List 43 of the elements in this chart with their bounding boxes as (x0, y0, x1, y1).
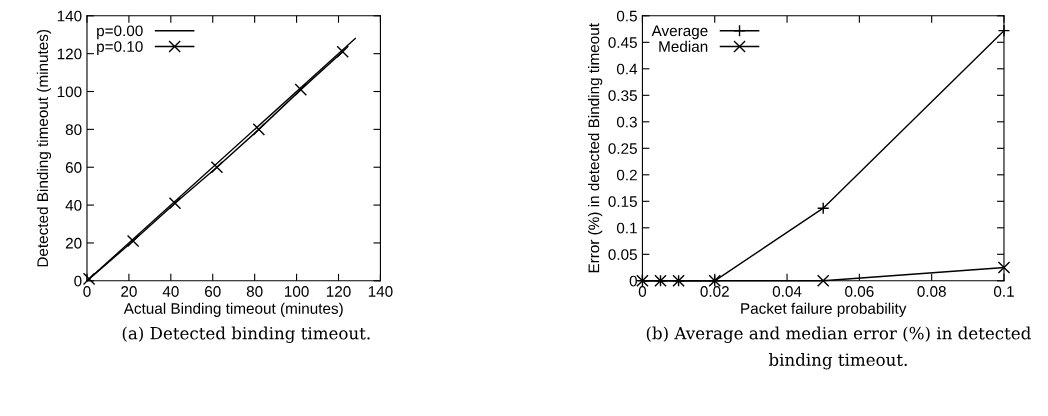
y-tick-label: 80 (65, 124, 82, 136)
y-axis-title: Error (%) in detected Binding timeout (588, 23, 603, 273)
legend-label: Average (651, 25, 708, 40)
y-tick-label: 0.3 (616, 116, 637, 128)
y-tick-label: 0.25 (608, 143, 637, 154)
y-tick-label: 0.5 (616, 10, 637, 22)
x-tick-label: 100 (285, 286, 309, 297)
text: (a) Detected binding timeout. (122, 326, 370, 343)
legend-label: p=0.10 (97, 41, 143, 55)
y-tick-label: 0.05 (608, 249, 637, 260)
y-axis-title: Detected Binding timeout (minutes) (36, 29, 52, 267)
y-tick-label: 20 (65, 237, 82, 249)
x-tick-label: 0.1 (993, 286, 1014, 297)
y-tick-label: 120 (57, 48, 82, 60)
x-tick-label: 60 (205, 286, 221, 297)
x-tick-label: 0 (83, 286, 91, 297)
y-tick-label: 0 (629, 275, 637, 287)
text: (b) Average and median error (%) in detected binding timeout. (646, 326, 1031, 370)
x-tick-label: 120 (326, 286, 351, 297)
y-tick-label: 100 (57, 86, 82, 98)
x-tick-label: 0.06 (845, 286, 874, 297)
y-tick-label: 0.45 (608, 37, 637, 48)
y-tick-label: 40 (65, 199, 82, 211)
x-tick-label: 0 (638, 286, 647, 297)
x-tick-label: 0.04 (772, 286, 802, 297)
x-tick-label: 20 (121, 286, 137, 297)
x-axis-title: Actual Binding timeout (minutes) (123, 302, 343, 317)
y-tick-label: 0.2 (616, 169, 637, 181)
x-tick-label: 40 (162, 286, 179, 297)
x-tick-label: 140 (368, 286, 393, 297)
y-tick-label: 0.15 (608, 196, 637, 207)
y-tick-label: 0.1 (616, 222, 637, 234)
y-tick-label: 0.4 (616, 63, 638, 75)
y-tick-label: 0 (74, 275, 82, 287)
x-tick-label: 80 (246, 286, 263, 297)
legend-label: Median (659, 40, 708, 52)
y-tick-label: 60 (65, 162, 82, 173)
legend-label: p=0.00 (97, 25, 143, 40)
x-tick-label: 0.08 (917, 286, 946, 297)
x-axis-title: Packet failure probability (741, 302, 907, 317)
x-tick-label: 0.02 (700, 286, 729, 297)
y-tick-label: 0.35 (608, 90, 637, 101)
y-tick-label: 140 (57, 10, 82, 22)
